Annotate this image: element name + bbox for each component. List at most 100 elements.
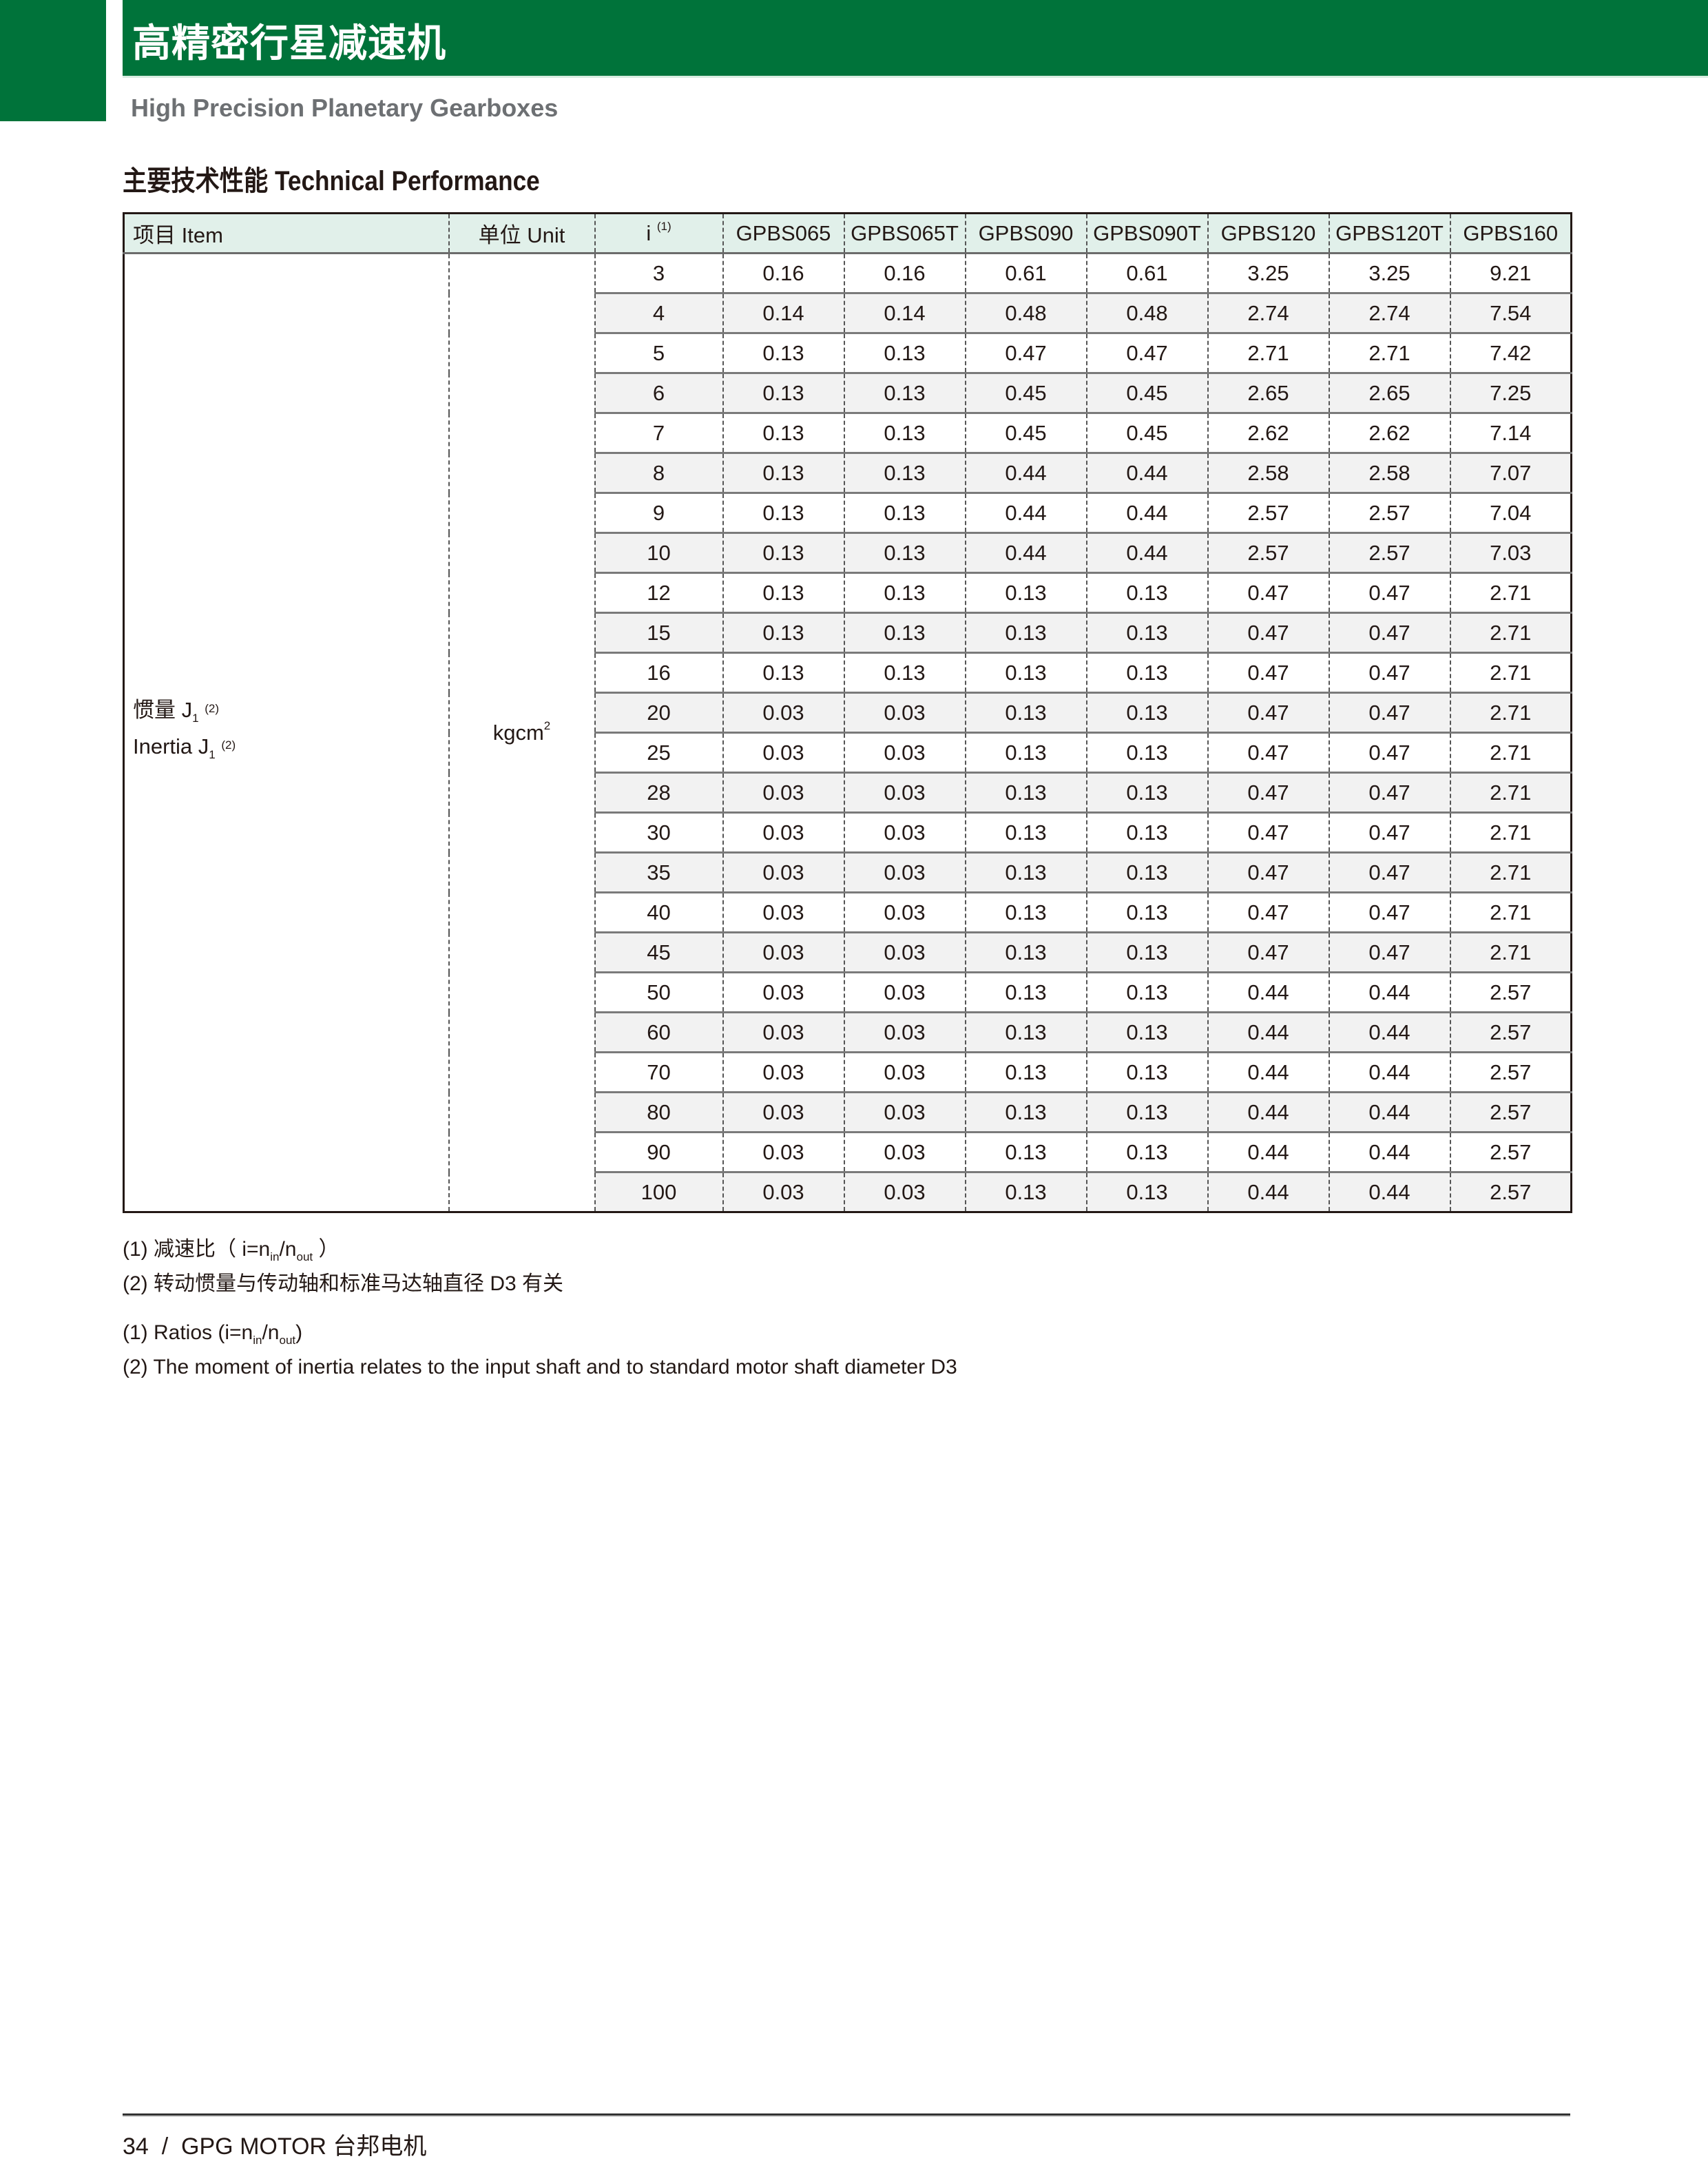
value-cell: 2.74 (1207, 292, 1329, 333)
value-cell: 0.03 (722, 1091, 844, 1133)
value-cell: 7.25 (1449, 372, 1572, 413)
value-cell: 2.65 (1207, 372, 1329, 413)
performance-table: 项目 Item 单位 Unit i (1) GPBS065 GPBS065T GPB… (123, 212, 1572, 1213)
value-cell: 7.14 (1449, 412, 1572, 453)
value-cell: 0.13 (722, 372, 844, 413)
unit-cell: kgcm2 (448, 253, 595, 1212)
value-cell: 0.13 (1085, 931, 1208, 973)
value-cell: 0.44 (964, 452, 1087, 493)
value-cell: 0.13 (722, 492, 844, 533)
value-cell: 7.04 (1449, 492, 1572, 533)
ratio-cell: 28 (594, 772, 723, 813)
value-cell: 0.47 (1207, 931, 1329, 973)
value-cell: 2.57 (1328, 532, 1450, 573)
ratio-cell: 16 (594, 652, 723, 693)
value-cell: 0.03 (722, 811, 844, 853)
value-cell: 0.13 (964, 971, 1087, 1013)
value-cell: 0.13 (964, 1091, 1087, 1133)
value-cell: 2.57 (1207, 532, 1329, 573)
value-cell: 0.45 (964, 412, 1087, 453)
value-cell: 0.61 (1085, 253, 1208, 293)
ratio-cell: 8 (594, 452, 723, 493)
value-cell: 0.47 (1328, 612, 1450, 653)
note-cn-1: (1) 减速比（ i=nin/nout ） (123, 1238, 340, 1263)
value-cell: 0.44 (1207, 1091, 1329, 1133)
value-cell: 0.44 (1207, 1051, 1329, 1093)
value-cell: 0.47 (1328, 851, 1450, 893)
value-cell: 7.03 (1449, 532, 1572, 573)
value-cell: 0.03 (843, 811, 966, 853)
value-cell: 0.47 (1328, 811, 1450, 853)
value-cell: 0.48 (964, 292, 1087, 333)
header-model: GPBS160 (1449, 213, 1572, 254)
value-cell: 0.16 (722, 253, 844, 293)
value-cell: 0.13 (843, 572, 966, 613)
value-cell: 0.13 (964, 851, 1087, 893)
ratio-cell: 5 (594, 332, 723, 373)
ratio-cell: 6 (594, 372, 723, 413)
value-cell: 0.13 (843, 412, 966, 453)
value-cell: 0.14 (722, 292, 844, 333)
ratio-cell: 60 (594, 1011, 723, 1053)
value-cell: 0.03 (843, 931, 966, 973)
ratio-cell: 15 (594, 612, 723, 653)
value-cell: 0.47 (1328, 732, 1450, 773)
value-cell: 2.62 (1207, 412, 1329, 453)
value-cell: 0.03 (843, 1051, 966, 1093)
value-cell: 2.57 (1449, 1051, 1572, 1093)
value-cell: 0.47 (1207, 891, 1329, 933)
ratio-cell: 80 (594, 1091, 723, 1133)
value-cell: 2.58 (1328, 452, 1450, 493)
page-subtitle: High Precision Planetary Gearboxes (131, 94, 559, 122)
value-cell: 0.13 (964, 612, 1087, 653)
section-title: 主要技术性能 Technical Performance (123, 166, 540, 196)
header-ratio: i (1) (594, 213, 723, 254)
value-cell: 0.13 (964, 811, 1087, 853)
ratio-label: i (646, 220, 652, 245)
value-cell: 0.45 (964, 372, 1087, 413)
value-cell: 2.58 (1207, 452, 1329, 493)
value-cell: 0.13 (964, 1171, 1087, 1212)
value-cell: 0.48 (1085, 292, 1208, 333)
table-row: 4 0.14 0.14 0.48 0.48 2.74 2.74 7.54 (124, 292, 1572, 333)
value-cell: 0.44 (964, 532, 1087, 573)
value-cell: 2.71 (1449, 612, 1572, 653)
value-cell: 2.71 (1449, 811, 1572, 853)
header-model: GPBS090T (1085, 213, 1208, 254)
value-cell: 2.62 (1328, 412, 1450, 453)
value-cell: 2.57 (1449, 1131, 1572, 1172)
ratio-cell: 50 (594, 971, 723, 1013)
table-row: 50 0.03 0.03 0.13 0.13 0.44 0.44 2.57 (124, 971, 1572, 1013)
value-cell: 0.03 (722, 1131, 844, 1172)
ratio-cell: 100 (594, 1171, 723, 1212)
page-title: 高精密行星减速机 (132, 21, 446, 65)
value-cell: 0.13 (964, 1051, 1087, 1093)
table-row: 45 0.03 0.03 0.13 0.13 0.47 0.47 2.71 (124, 931, 1572, 973)
ratio-note: (1) (656, 219, 671, 233)
value-cell: 0.03 (843, 1131, 966, 1172)
value-cell: 0.13 (1085, 851, 1208, 893)
header-model: GPBS065 (722, 213, 844, 254)
value-cell: 0.47 (1328, 652, 1450, 693)
value-cell: 0.03 (722, 931, 844, 973)
value-cell: 0.13 (1085, 1091, 1208, 1133)
value-cell: 2.71 (1449, 891, 1572, 933)
value-cell: 0.47 (964, 332, 1087, 373)
value-cell: 0.44 (1328, 1131, 1450, 1172)
value-cell: 0.13 (1085, 732, 1208, 773)
table-row: 70 0.03 0.03 0.13 0.13 0.44 0.44 2.57 (124, 1051, 1572, 1093)
value-cell: 0.44 (1207, 1011, 1329, 1053)
value-cell: 2.57 (1328, 492, 1450, 533)
value-cell: 0.16 (843, 253, 966, 293)
header-item: 项目 Item (123, 213, 449, 254)
value-cell: 2.71 (1449, 692, 1572, 733)
value-cell: 0.13 (843, 652, 966, 693)
value-cell: 0.44 (1328, 1171, 1450, 1212)
table-row: 35 0.03 0.03 0.13 0.13 0.47 0.47 2.71 (124, 851, 1572, 893)
value-cell: 0.03 (843, 891, 966, 933)
table-header-row: 项目 Item 单位 Unit i (1) GPBS065 GPBS065T GPB… (123, 213, 1572, 254)
title-bar: 高精密行星减速机 (123, 0, 1708, 78)
value-cell: 2.71 (1449, 652, 1572, 693)
value-cell: 2.71 (1207, 332, 1329, 373)
ratio-cell: 25 (594, 732, 723, 773)
